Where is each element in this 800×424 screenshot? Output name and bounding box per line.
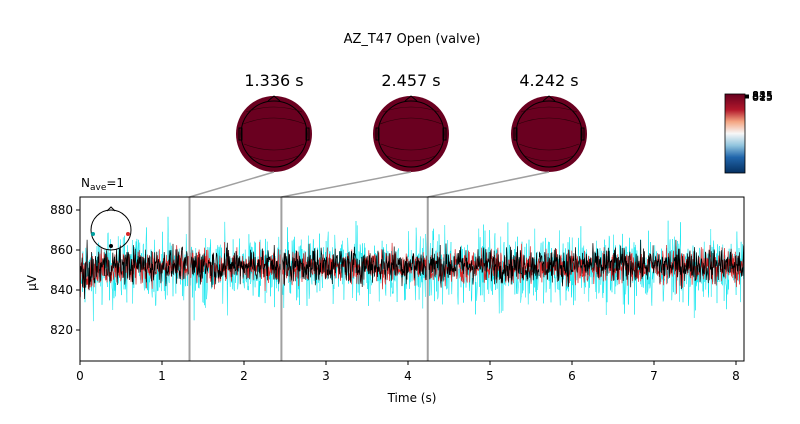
time-marker-lines [189,171,550,198]
y-axis-label: µV [25,274,39,291]
x-tick-label: 8 [732,369,740,383]
nave-label-value: =1 [106,176,124,190]
x-axis: 0 1 2 3 4 5 6 7 8 Time (s) [76,361,740,405]
time-marker-connector [281,171,412,198]
topomap-2: 2.457 s [373,71,449,172]
topomap-3-left-ear [513,127,518,141]
colorbar-tick-label: 845 [752,89,773,102]
time-marker-connector [189,171,275,198]
topomap-1-outline [240,100,308,168]
trace-line [80,239,744,300]
sensor-map-sensor-center [109,244,113,248]
topomap-2-time-label: 2.457 s [381,71,440,90]
topomap-2-outline [377,100,445,168]
y-tick-label: 840 [50,283,73,297]
x-tick-label: 5 [486,369,494,383]
topomap-1: 1.336 s [236,71,312,172]
topomap-2-contours [379,106,443,162]
topomap-3-nose [542,95,556,102]
colorbar-tick-label: 815 [752,91,773,104]
topomap-2-head [373,96,449,172]
x-axis-label: Time (s) [387,391,437,405]
x-tick-label: 2 [240,369,248,383]
topomap-3-head [511,96,587,172]
nave-label-main: N [81,176,90,190]
y-tick-label: 820 [50,323,73,337]
topomap-1-head [236,96,312,172]
topomap-3-time-label: 4.242 s [519,71,578,90]
y-tick-label: 860 [50,243,73,257]
x-tick-label: 7 [650,369,658,383]
x-tick-label: 4 [404,369,412,383]
trace-group [80,197,744,361]
figure-title: AZ_T47 Open (valve) [344,32,481,47]
topomap-3: 4.242 s [511,71,587,172]
topomap-2-left-ear [375,127,380,141]
colorbar-tick-label: 825 [752,90,773,103]
topomap-1-time-label: 1.336 s [244,71,303,90]
time-marker-connector [427,171,550,198]
x-tick-label: 6 [568,369,576,383]
plot-frame [79,196,745,362]
nave-label-sub: ave [90,183,107,193]
topomap-1-left-ear [238,127,243,141]
colorbar-tick-label: 835 [752,89,773,102]
sensor-map-nose [106,206,116,212]
sensor-map-sensor-left [91,232,95,236]
sensor-map-inset [90,206,132,251]
topomap-2-right-ear [442,127,447,141]
x-tick-label: 3 [322,369,330,383]
topomap-1-nose [267,95,281,102]
x-tick-label: 1 [158,369,166,383]
topomap-1-contours [242,106,306,162]
sensor-map-head [90,209,132,251]
x-tick-label: 0 [76,369,84,383]
nave-label: Nave=1 [81,176,124,193]
topomap-3-contours [517,106,581,162]
topomap-1-right-ear [305,127,310,141]
topomap-3-outline [515,100,583,168]
topomap-2-nose [404,95,418,102]
sensor-map-sensor-right [126,232,130,236]
topomap-3-right-ear [580,127,585,141]
y-axis: 820 840 860 880 µV [25,203,80,337]
y-tick-label: 880 [50,203,73,217]
colorbar-gradient [724,93,746,174]
colorbar: 845 835 825 815 [724,89,773,174]
